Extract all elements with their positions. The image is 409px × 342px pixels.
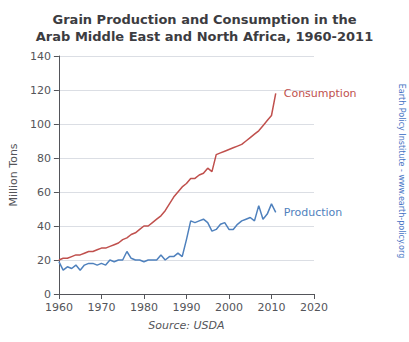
svg-text:60: 60 [37,186,51,199]
svg-text:20: 20 [37,254,51,267]
svg-text:2000: 2000 [215,301,243,314]
svg-text:2010: 2010 [257,301,285,314]
svg-text:Production: Production [284,206,343,219]
svg-text:120: 120 [30,84,51,97]
svg-text:0: 0 [44,288,51,301]
svg-text:100: 100 [30,118,51,131]
svg-text:Source: USDA: Source: USDA [148,319,224,332]
svg-text:2020: 2020 [300,301,328,314]
svg-text:Consumption: Consumption [284,87,357,100]
svg-text:Million Tons: Million Tons [7,143,20,206]
svg-text:40: 40 [37,220,51,233]
svg-text:Grain Production and Consumpti: Grain Production and Consumption in the [53,12,357,27]
svg-text:1990: 1990 [172,301,200,314]
svg-text:1980: 1980 [130,301,158,314]
svg-text:1960: 1960 [45,301,73,314]
svg-text:Earth Policy Institute - www.e: Earth Policy Institute - www.earth-polic… [397,84,406,258]
svg-text:1970: 1970 [87,301,115,314]
svg-text:140: 140 [30,50,51,63]
svg-text:Arab Middle East and North Afr: Arab Middle East and North Africa, 1960-… [36,29,373,44]
svg-text:80: 80 [37,152,51,165]
